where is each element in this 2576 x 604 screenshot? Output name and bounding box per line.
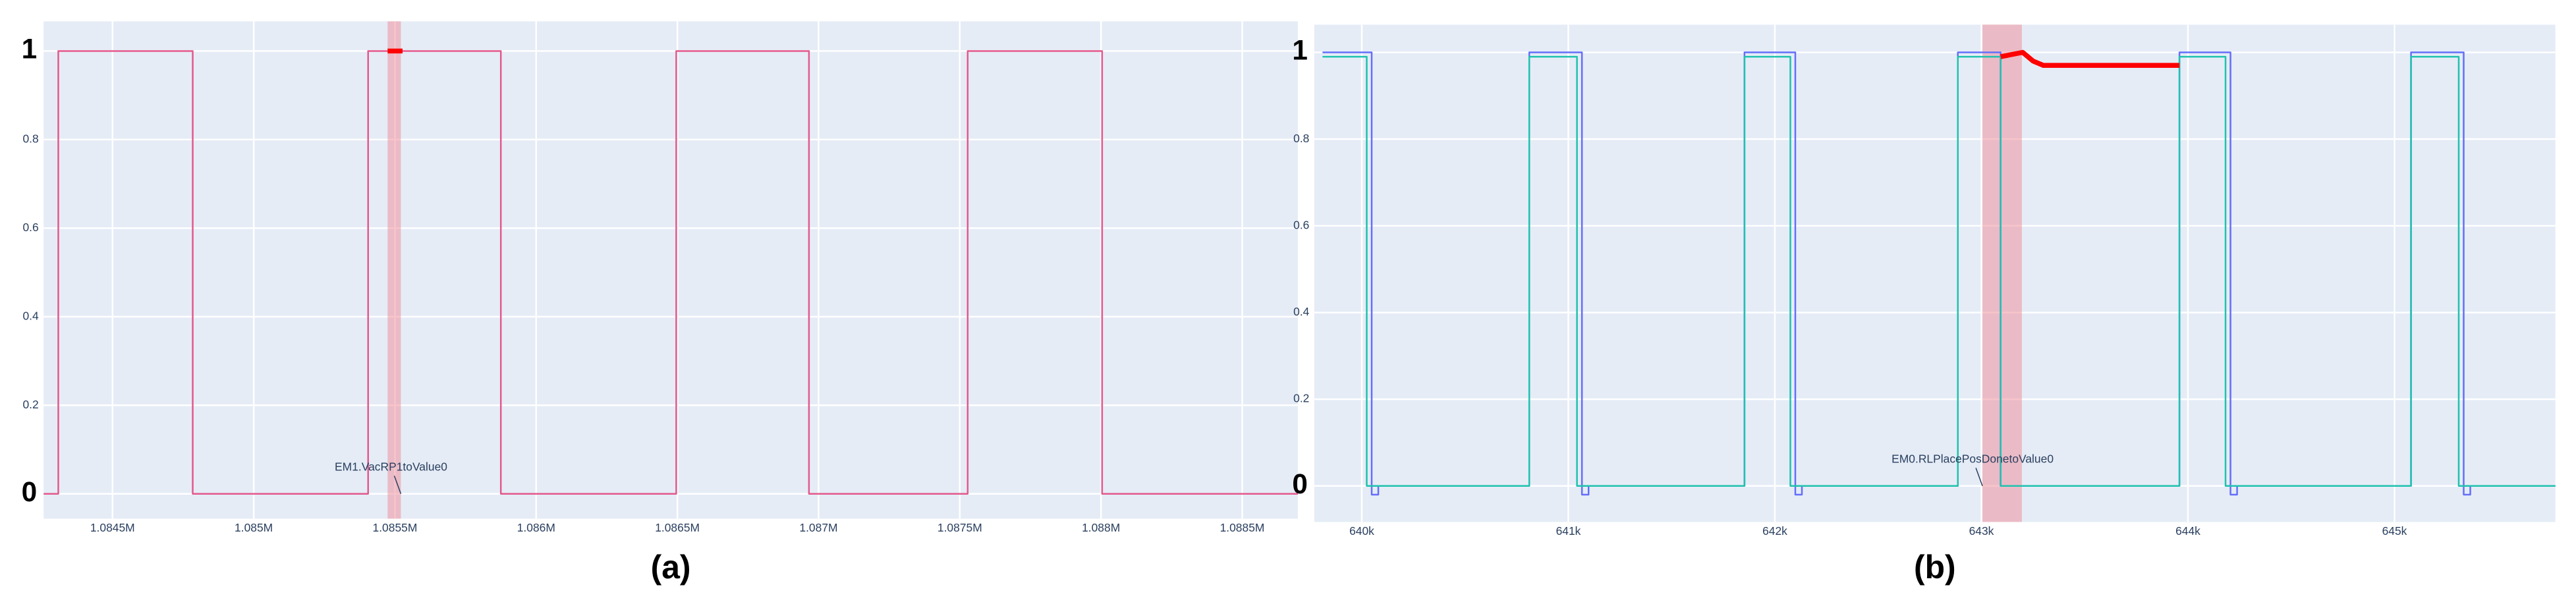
y-tick-label: 0.6 — [22, 221, 38, 234]
y-tick-label: 0.8 — [22, 132, 38, 146]
x-tick-label: 640k — [1349, 524, 1374, 537]
x-tick-label: 1.088M — [1082, 521, 1120, 534]
y-tick-label: 0 — [1292, 468, 1308, 499]
y-tick-label: 0.2 — [22, 398, 38, 411]
series-line — [2000, 49, 2180, 68]
y-tick-label: 0.4 — [1293, 305, 1310, 318]
x-tick-label: 1.0875M — [938, 521, 982, 534]
annotation-arrow — [393, 476, 402, 495]
chart: 0 0.2 0.4 0.6 0.8 1 640k 641k 642k 643k 644k 645k EM… — [1292, 24, 2556, 586]
x-tick-label: 1.0845M — [90, 521, 135, 534]
x-tick-label: 1.0855M — [373, 521, 418, 534]
caption: (b) — [1914, 549, 1956, 586]
annotation-text: EM0.RLPlacePosDonetoValue0 — [1891, 453, 2054, 466]
x-tick-label: 644k — [2175, 524, 2200, 537]
x-tick-label: 645k — [2382, 524, 2407, 537]
x-tick-label: 1.085M — [235, 521, 273, 534]
annotation-arrow — [1975, 468, 1983, 487]
plot-background — [1314, 24, 2556, 522]
caption: (a) — [651, 549, 691, 586]
annotation-text: EM1.VacRP1toValue0 — [335, 460, 447, 474]
highlight-region — [1982, 24, 2022, 522]
series-line — [1322, 55, 2556, 487]
plot-background — [43, 21, 1298, 519]
x-tick-label: 1.086M — [517, 521, 555, 534]
x-tick-label: 641k — [1556, 524, 1581, 537]
x-tick-label: 643k — [1969, 524, 1994, 537]
y-tick-label: 1 — [1292, 35, 1308, 66]
y-tick-label: 0.6 — [1293, 218, 1309, 231]
x-tick-label: 1.087M — [799, 521, 837, 534]
x-tick-label: 1.0885M — [1220, 521, 1265, 534]
series-line — [43, 50, 1298, 495]
x-tick-label: 1.0865M — [655, 521, 700, 534]
y-tick-label: 0.2 — [1293, 392, 1309, 405]
y-tick-label: 1 — [22, 34, 38, 65]
x-tick-label: 642k — [1762, 524, 1787, 537]
y-tick-label: 0.4 — [22, 309, 39, 322]
highlight-region — [387, 21, 401, 519]
y-tick-label: 0.8 — [1293, 132, 1309, 145]
chart: 0 0.2 0.4 0.6 0.8 1 1.0845M 1.085M 1.0855M 1.086M… — [22, 21, 1298, 586]
y-tick-label: 0 — [22, 476, 38, 507]
